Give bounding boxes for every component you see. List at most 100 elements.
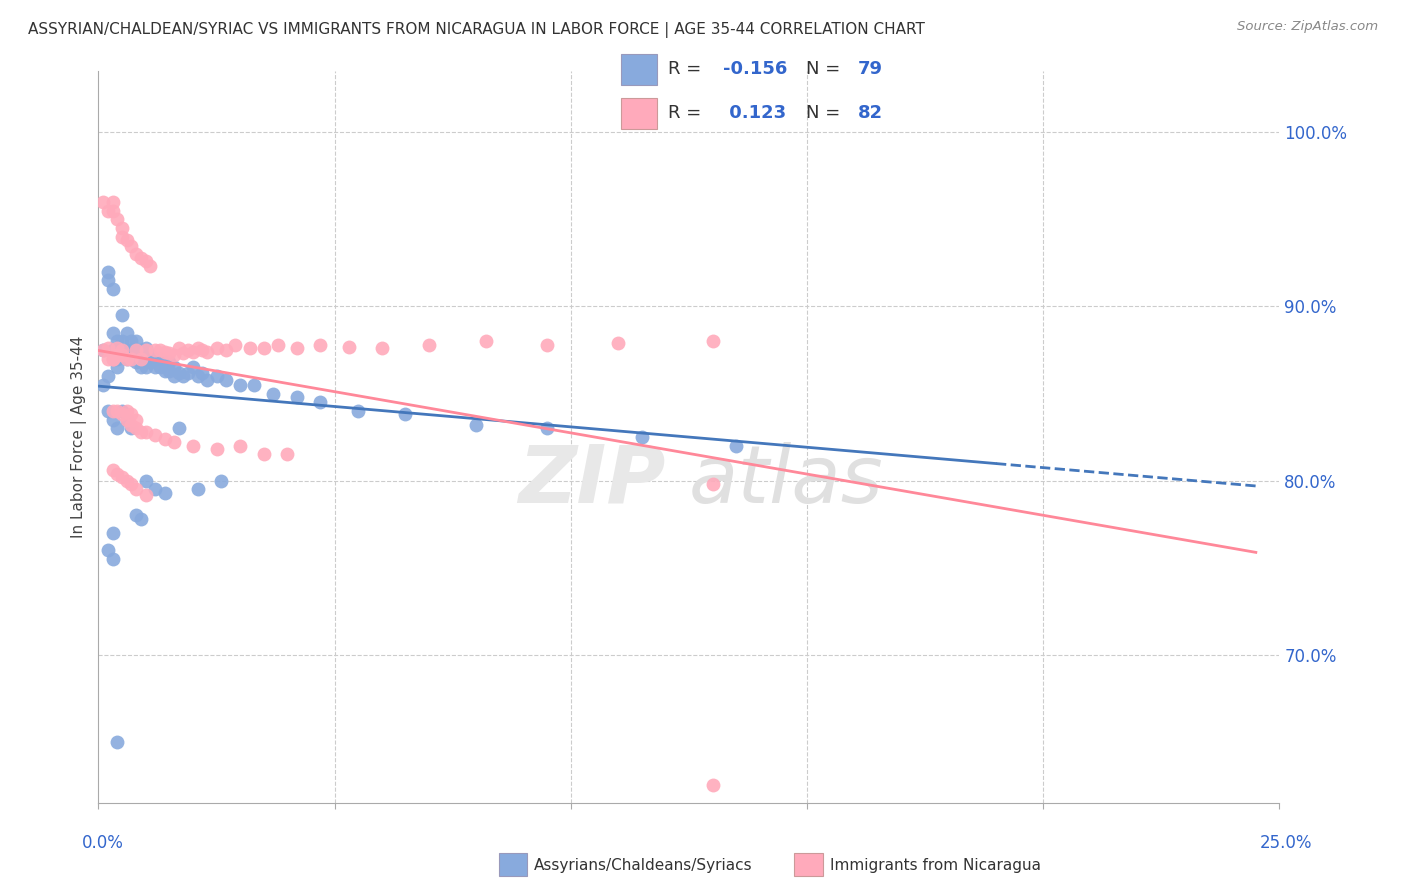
Text: N =: N = [806,61,839,78]
Point [195,373,218,387]
Point [101,343,124,357]
Point [97,351,120,366]
Point [125,334,148,349]
Point [129,351,152,366]
Point [157,346,180,360]
Point [253,448,276,462]
Point [129,343,152,357]
Point [115,412,138,426]
Point [105,735,128,749]
Point [105,212,128,227]
Point [475,334,498,349]
Point [153,364,176,378]
Point [115,351,138,366]
Text: N =: N = [806,104,839,122]
Point [177,343,200,357]
Point [181,439,204,453]
Point [111,470,134,484]
Point [143,483,166,497]
Point [125,483,148,497]
Point [702,334,724,349]
Point [139,355,162,369]
Point [536,421,558,435]
Point [121,351,143,366]
Point [101,351,124,366]
Text: 79: 79 [858,61,883,78]
Point [276,448,298,462]
Point [97,543,120,558]
Point [205,341,228,355]
Point [91,377,114,392]
Point [129,351,152,366]
Text: atlas: atlas [689,442,884,520]
Point [121,408,143,422]
Point [105,404,128,418]
Point [191,343,214,357]
Point [125,343,148,357]
Point [135,341,157,355]
Point [702,778,724,792]
Point [167,421,190,435]
Text: 0.123: 0.123 [723,104,786,122]
Point [267,338,290,352]
Point [153,485,176,500]
Point [163,348,186,362]
Point [418,338,440,352]
Point [394,408,416,422]
Point [111,229,134,244]
Point [121,238,143,252]
Point [149,360,172,375]
Text: Source: ZipAtlas.com: Source: ZipAtlas.com [1237,20,1378,33]
Point [181,360,204,375]
Point [111,308,134,322]
Point [149,343,172,357]
Point [243,377,266,392]
Point [125,343,148,357]
Point [111,334,134,349]
Point [262,386,284,401]
Point [172,346,194,360]
Point [153,355,176,369]
Point [111,221,134,235]
Point [105,421,128,435]
Point [536,338,558,352]
Point [121,334,143,349]
Point [163,369,186,384]
Point [135,351,157,366]
Point [163,360,186,375]
Point [135,487,157,501]
Point [143,428,166,442]
Point [215,373,238,387]
Y-axis label: In Labor Force | Age 35-44: In Labor Force | Age 35-44 [72,336,87,538]
Point [205,369,228,384]
Point [129,360,152,375]
Point [121,421,143,435]
Point [129,425,152,439]
Text: R =: R = [668,104,702,122]
Point [121,343,143,357]
Point [224,338,246,352]
Point [347,404,370,418]
Text: -0.156: -0.156 [723,61,787,78]
Point [135,360,157,375]
Point [239,341,262,355]
Point [135,343,157,357]
Point [101,404,124,418]
Point [125,355,148,369]
Point [97,203,120,218]
Text: 82: 82 [858,104,883,122]
Point [101,194,124,209]
Point [97,404,120,418]
Point [115,404,138,418]
Text: Assyrians/Chaldeans/Syriacs: Assyrians/Chaldeans/Syriacs [534,858,752,872]
Point [101,282,124,296]
Point [105,341,128,355]
Point [97,369,120,384]
Point [111,343,134,357]
Point [371,341,394,355]
Point [187,483,209,497]
Point [97,341,120,355]
Point [101,552,124,566]
Point [172,369,194,384]
Point [97,273,120,287]
